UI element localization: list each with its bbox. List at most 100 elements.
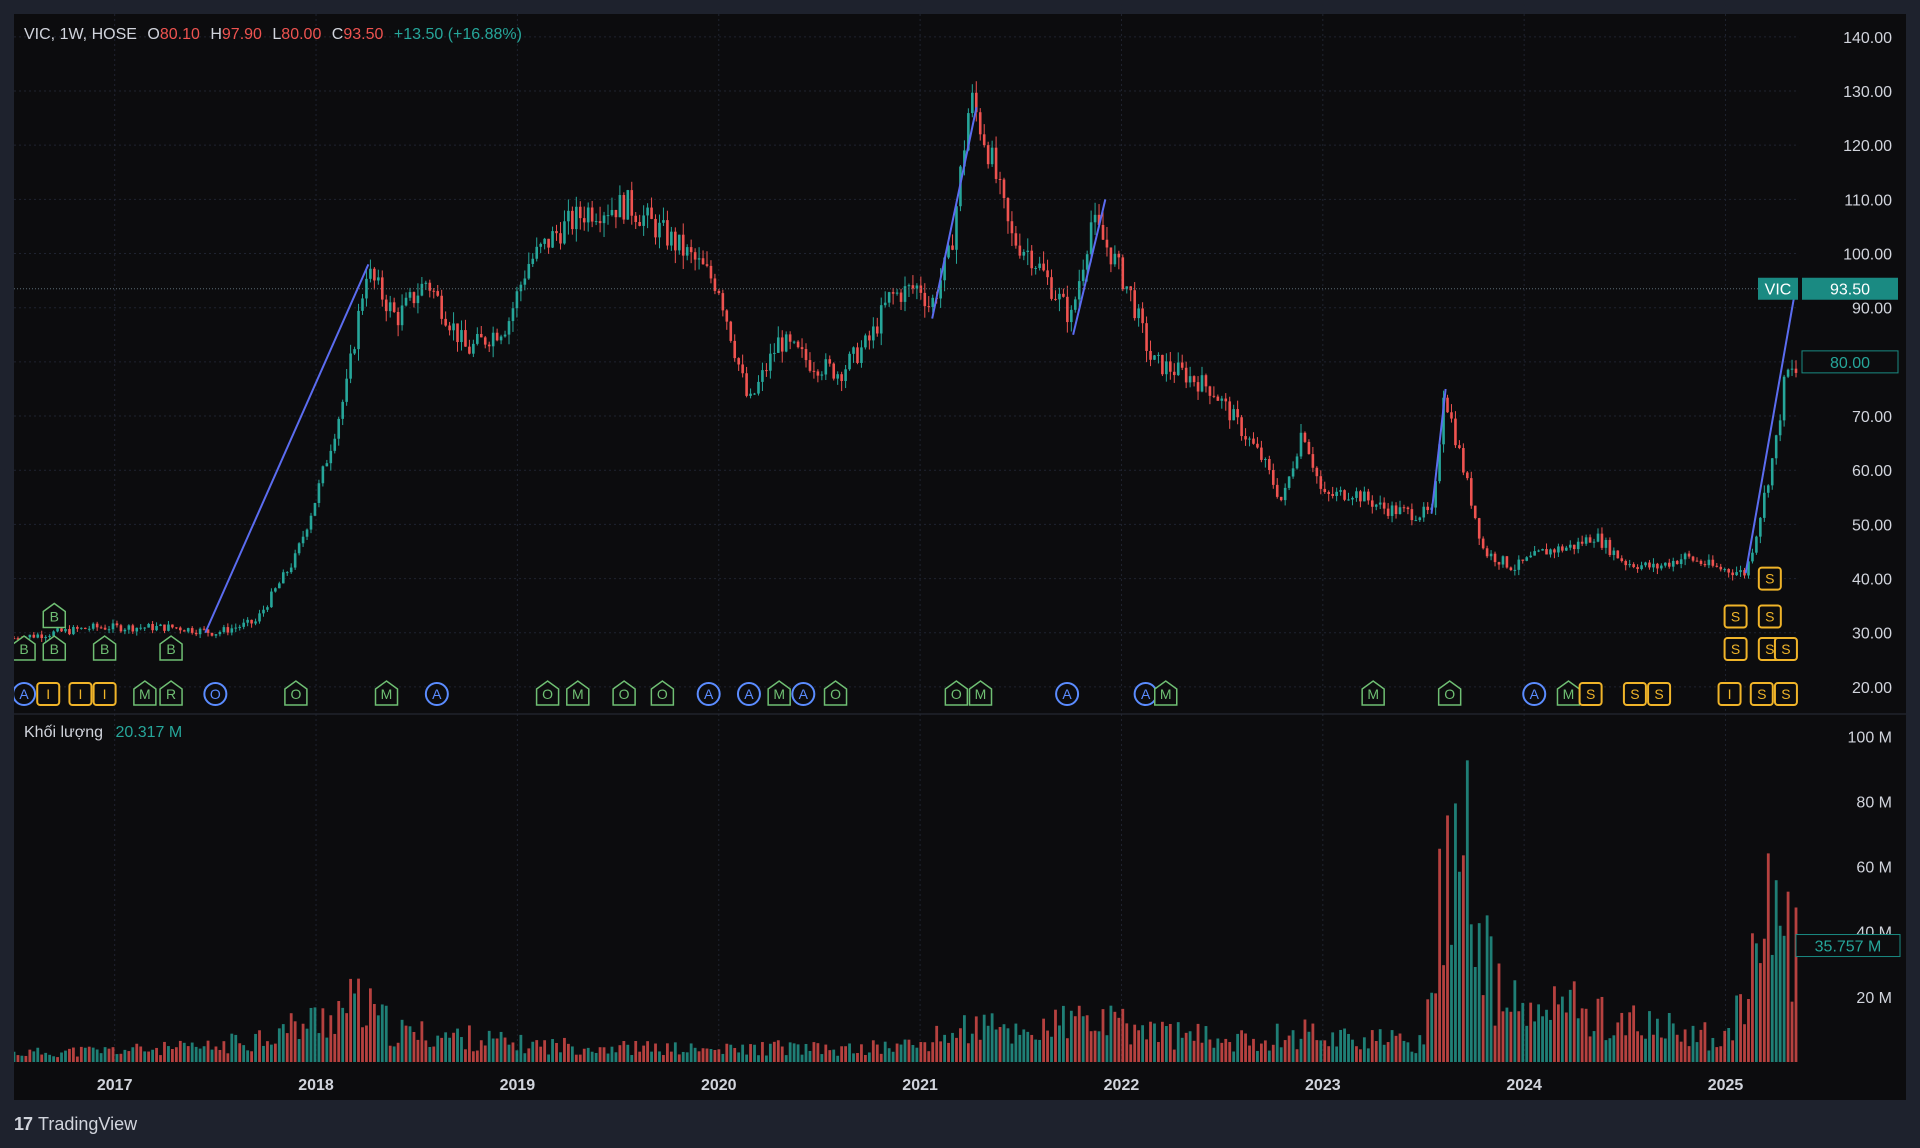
candle-body [1085,254,1089,270]
open-value: 80.10 [159,26,200,43]
volume-bar [1050,1036,1053,1062]
volume-bar [1648,1011,1651,1062]
volume-bar [1564,1012,1568,1062]
candle-body [440,295,443,319]
brand-name[interactable]: TradingView [38,1114,138,1134]
marker-label: M [381,686,393,702]
candle-body [836,374,839,379]
candle-body [1648,562,1651,568]
volume-bar [1430,992,1434,1062]
marker-label: S [1765,608,1774,624]
candle-body [1026,250,1030,252]
candle-body [915,285,919,289]
volume-bar [685,1052,689,1062]
candle-body [598,221,602,224]
volume-bar [1121,1008,1125,1062]
candle-body [1323,488,1327,493]
marker-house [1437,680,1462,706]
candle-body [309,515,313,530]
volume-bar [218,1049,222,1062]
marker-house [650,680,675,706]
volume-bar [721,1053,725,1062]
volume-bar [1351,1039,1354,1062]
volume-bar [1370,1030,1374,1062]
volume-bar [1517,1011,1521,1062]
volume-bar [1695,1042,1699,1062]
candle-body [646,207,649,216]
volume-bar [547,1054,550,1062]
volume-bar [658,1051,661,1062]
candle-body [388,302,392,312]
candle-body [1319,476,1323,489]
volume-bars [14,760,1798,1062]
candle-body [198,628,202,635]
candle-body [1331,494,1334,497]
candle-body [1089,222,1093,255]
time-axis-tick: 2017 [97,1077,133,1094]
volume-bar [1232,1051,1236,1062]
candle-body [1410,509,1414,521]
candle-body [1529,555,1532,558]
volume-bar [1180,1037,1184,1062]
volume-bar [959,1028,962,1062]
candle-body [1675,560,1679,565]
tradingview-logo-icon[interactable]: 17 [14,1114,33,1134]
volume-bar [1113,1011,1117,1062]
volume-bar [1481,995,1485,1062]
candle-body [420,283,424,296]
volume-bar [788,1042,792,1062]
volume-bar [1743,1024,1746,1062]
candle-body [1370,500,1374,507]
volume-bar [1398,1033,1402,1062]
candle-body [1473,505,1477,519]
candle-body [559,233,562,244]
volume-bar [586,1047,590,1062]
candle-body [222,627,226,633]
candle-body [773,352,776,354]
candle-body [487,344,491,347]
candle-body [56,628,59,632]
volume-bar [127,1051,131,1062]
volume-bar [250,1051,253,1062]
candle-body [190,628,194,633]
volume-bar [1624,1035,1628,1062]
candle-body [1584,537,1588,544]
candle-body [515,291,519,309]
volume-bar [1596,998,1600,1062]
volume-bar [563,1037,566,1062]
volume-bar [1426,999,1430,1062]
event-marker-o: O [650,680,675,706]
trendline [931,107,978,319]
candle-body [297,543,301,554]
volume-bar [955,1037,958,1062]
candle-body [602,215,606,224]
event-marker-s: S [1723,636,1748,661]
volume-bar [1739,994,1742,1062]
candle-body [1422,506,1426,518]
candle-body [1046,270,1049,278]
event-marker-m: M [968,680,993,706]
marker-circle [696,682,721,706]
volume-bar [1129,1044,1133,1062]
candle-body [1778,420,1782,436]
candle-body [1553,549,1556,553]
candle-body [499,336,503,341]
candle-body [266,607,269,610]
candle-body [115,623,119,626]
candle-body [749,393,752,396]
candle-body [321,466,325,484]
candle-body [127,625,131,630]
volume-bar [171,1049,174,1062]
candle-body [963,150,966,167]
candle-body [677,234,681,251]
volume-bar [1580,1008,1584,1062]
marker-label: R [166,686,176,702]
price-axis-tick: 40.00 [1852,572,1892,589]
volume-bar [1533,1021,1537,1062]
candle-body [1141,308,1144,324]
candle-body [1196,382,1200,392]
volume-bar [804,1043,808,1062]
volume-bar [495,1038,499,1062]
marker-circle [203,682,228,706]
